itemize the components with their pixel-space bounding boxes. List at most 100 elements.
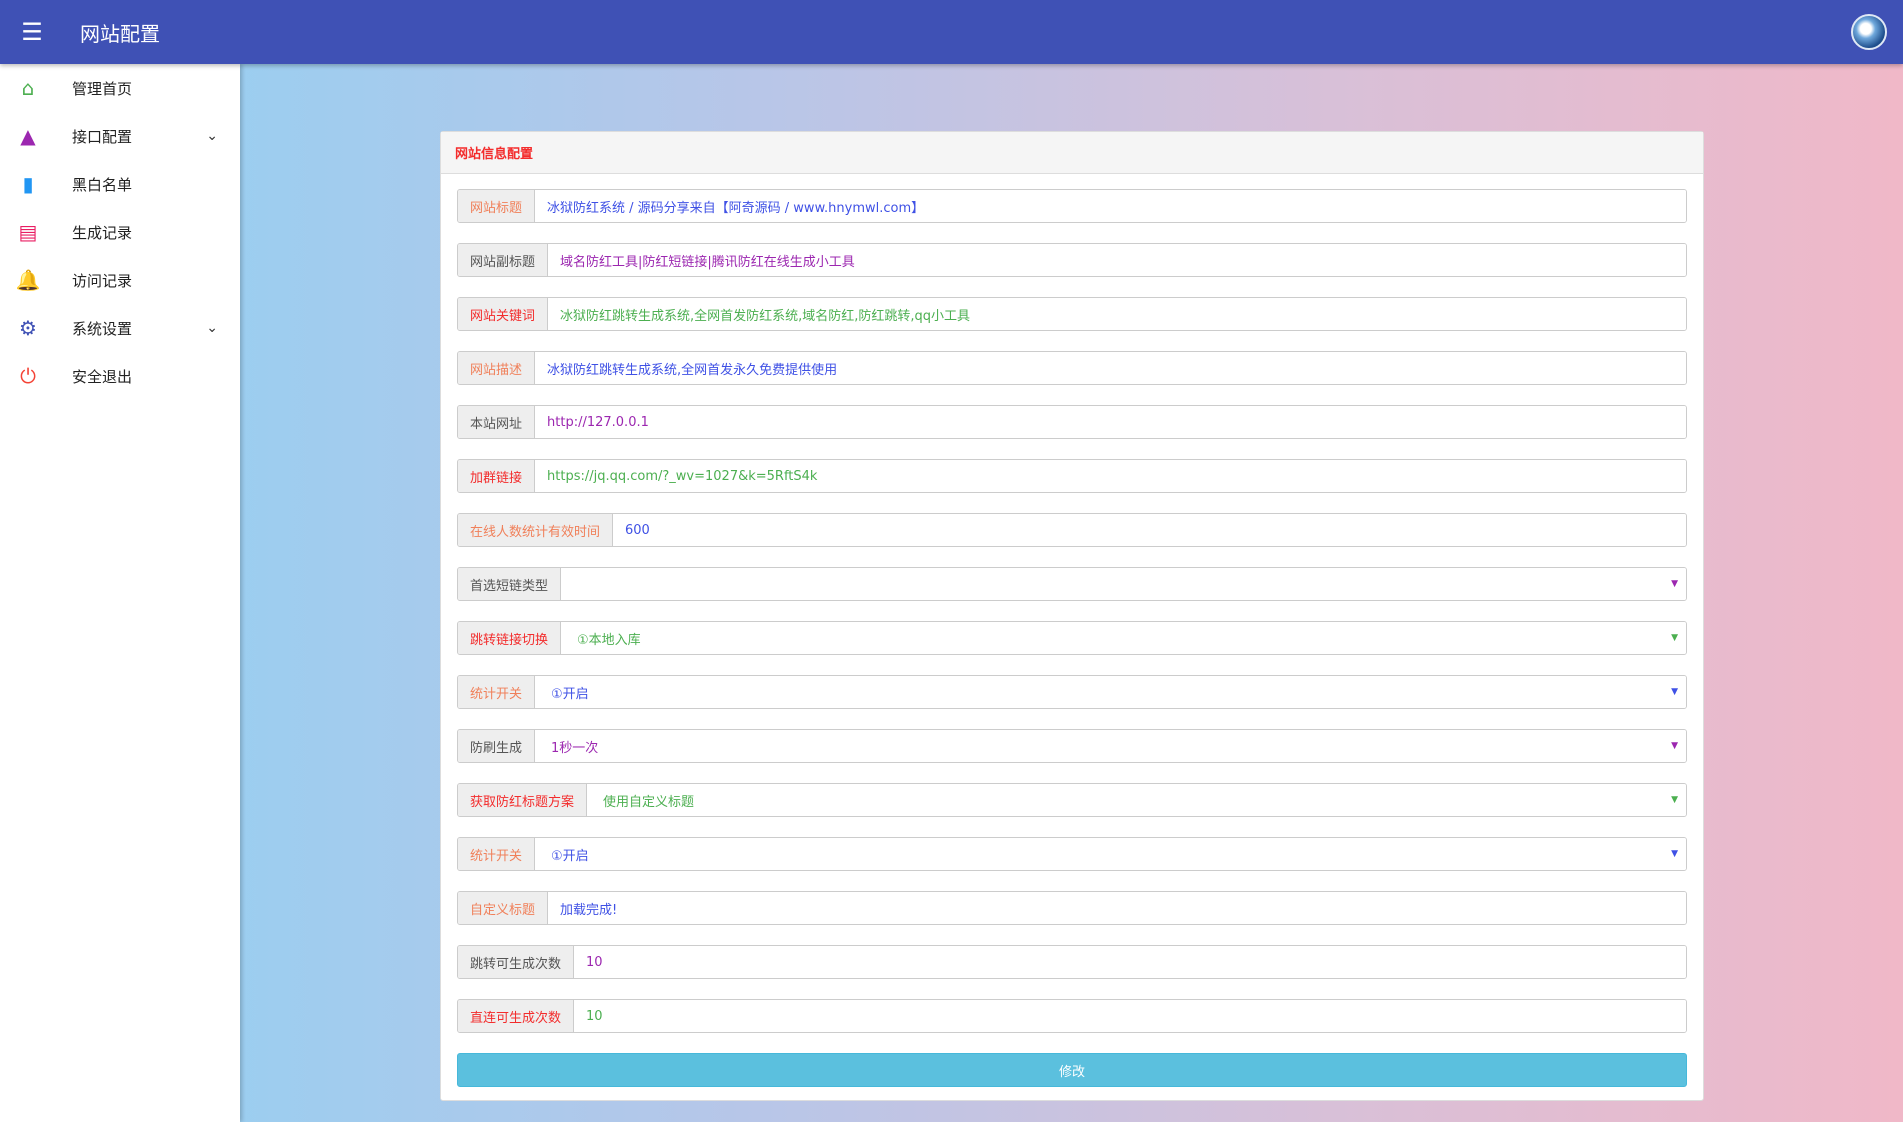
sidebar: ⌂ 管理首页 ▲ 接口配置 ⌄ ▮ 黑白名单 ▤ 生成记录 🔔 访问记录 ⚙ 系统设置 ⌄ ⏻ 安全退出 bbox=[0, 64, 240, 1122]
field-value: 600 bbox=[625, 522, 650, 538]
menu-icon[interactable]: ☰ bbox=[21, 18, 43, 46]
field-label: 在线人数统计有效时间 bbox=[458, 514, 614, 546]
sidebar-item-6[interactable]: ⏻ 安全退出 bbox=[0, 352, 240, 400]
field-row: 网站标题 冰狱防红系统 / 源码分享来自【阿奇源码 / www.hnymwl.co… bbox=[457, 189, 1687, 223]
caret-down-icon: ▼ bbox=[1671, 795, 1678, 805]
caret-down-icon: ▼ bbox=[1671, 579, 1678, 589]
page-title: 网站配置 bbox=[80, 21, 160, 46]
field-value: 1秒一次 bbox=[551, 740, 599, 756]
field-input[interactable]: http://127.0.0.1 bbox=[535, 406, 1686, 438]
app-header: ☰ 网站配置 bbox=[0, 0, 1903, 64]
field-label: 直连可生成次数 bbox=[458, 1000, 575, 1032]
field-label: 网站副标题 bbox=[458, 244, 549, 276]
field-select[interactable]: ①本地入库 ▼ bbox=[561, 622, 1686, 654]
caret-down-icon: ▼ bbox=[1671, 849, 1678, 859]
field-value: 使用自定义标题 bbox=[603, 794, 695, 810]
field-select[interactable]: ▼ bbox=[561, 568, 1686, 600]
field-row: 跳转可生成次数 10 bbox=[457, 945, 1687, 979]
field-label: 防刷生成 bbox=[458, 730, 536, 762]
web-icon: ▤ bbox=[18, 220, 38, 244]
field-label: 获取防红标题方案 bbox=[458, 784, 588, 816]
field-select[interactable]: 使用自定义标题 ▼ bbox=[587, 784, 1686, 816]
sidebar-item-2[interactable]: ▮ 黑白名单 bbox=[0, 160, 240, 208]
sidebar-item-5[interactable]: ⚙ 系统设置 ⌄ bbox=[0, 304, 240, 352]
gear-icon: ⚙ bbox=[19, 316, 37, 340]
field-row: 统计开关 ①开启 ▼ bbox=[457, 675, 1687, 709]
field-input[interactable]: 域名防红工具|防红短链接|腾讯防红在线生成小工具 bbox=[548, 244, 1686, 276]
field-row: 防刷生成 1秒一次 ▼ bbox=[457, 729, 1687, 763]
sidebar-item-label: 接口配置 bbox=[72, 127, 133, 146]
field-row: 自定义标题 加载完成! bbox=[457, 891, 1687, 925]
field-row: 加群链接 https://jq.qq.com/?_wv=1027&k=5RftS4… bbox=[457, 459, 1687, 493]
field-value: http://127.0.0.1 bbox=[547, 414, 649, 430]
field-label: 跳转链接切换 bbox=[458, 622, 562, 654]
card-title: 网站信息配置 bbox=[441, 132, 1703, 174]
field-value: ①本地入库 bbox=[577, 632, 641, 648]
field-row: 在线人数统计有效时间 600 bbox=[457, 513, 1687, 547]
chevron-down-icon[interactable]: ⌄ bbox=[206, 320, 218, 336]
field-value: 域名防红工具|防红短链接|腾讯防红在线生成小工具 bbox=[560, 254, 855, 270]
field-value: 加载完成! bbox=[560, 902, 618, 918]
field-value: 冰狱防红跳转生成系统,全网首发防红系统,域名防红,防红跳转,qq小工具 bbox=[560, 308, 971, 324]
field-input[interactable]: 冰狱防红跳转生成系统,全网首发防红系统,域名防红,防红跳转,qq小工具 bbox=[548, 298, 1686, 330]
field-value: 10 bbox=[586, 1008, 603, 1024]
field-row: 网站副标题 域名防红工具|防红短链接|腾讯防红在线生成小工具 bbox=[457, 243, 1687, 277]
field-select[interactable]: 1秒一次 ▼ bbox=[535, 730, 1686, 762]
sidebar-item-0[interactable]: ⌂ 管理首页 bbox=[0, 64, 240, 112]
field-value: ①开启 bbox=[551, 848, 589, 864]
field-value: 冰狱防红系统 / 源码分享来自【阿奇源码 / www.hnymwl.com】 bbox=[547, 200, 925, 216]
field-select[interactable]: ①开启 ▼ bbox=[535, 676, 1686, 708]
field-label: 统计开关 bbox=[458, 838, 536, 870]
sidebar-item-label: 管理首页 bbox=[72, 79, 133, 98]
field-select[interactable]: ①开启 ▼ bbox=[535, 838, 1686, 870]
sidebar-item-4[interactable]: 🔔 访问记录 bbox=[0, 256, 240, 304]
sidebar-item-3[interactable]: ▤ 生成记录 bbox=[0, 208, 240, 256]
field-label: 网站关键词 bbox=[458, 298, 549, 330]
caret-down-icon: ▼ bbox=[1671, 741, 1678, 751]
field-value: https://jq.qq.com/?_wv=1027&k=5RftS4k bbox=[547, 468, 818, 484]
field-input[interactable]: https://jq.qq.com/?_wv=1027&k=5RftS4k bbox=[535, 460, 1686, 492]
field-input[interactable]: 10 bbox=[574, 946, 1686, 978]
field-value: 冰狱防红跳转生成系统,全网首发永久免费提供使用 bbox=[547, 362, 838, 378]
field-label: 网站标题 bbox=[458, 190, 536, 222]
field-input[interactable]: 10 bbox=[574, 1000, 1686, 1032]
field-row: 网站描述 冰狱防红跳转生成系统,全网首发永久免费提供使用 bbox=[457, 351, 1687, 385]
field-value: ①开启 bbox=[551, 686, 589, 702]
field-label: 网站描述 bbox=[458, 352, 536, 384]
field-label: 自定义标题 bbox=[458, 892, 549, 924]
field-row: 跳转链接切换 ①本地入库 ▼ bbox=[457, 621, 1687, 655]
field-label: 本站网址 bbox=[458, 406, 536, 438]
sidebar-item-label: 生成记录 bbox=[72, 223, 133, 242]
power-icon: ⏻ bbox=[20, 364, 36, 388]
field-value: 10 bbox=[586, 954, 603, 970]
sidebar-item-label: 系统设置 bbox=[72, 319, 133, 338]
sidebar-item-label: 安全退出 bbox=[72, 367, 133, 386]
caret-down-icon: ▼ bbox=[1671, 633, 1678, 643]
field-label: 加群链接 bbox=[458, 460, 536, 492]
field-row: 本站网址 http://127.0.0.1 bbox=[457, 405, 1687, 439]
field-row: 网站关键词 冰狱防红跳转生成系统,全网首发防红系统,域名防红,防红跳转,qq小工具 bbox=[457, 297, 1687, 331]
field-input[interactable]: 冰狱防红跳转生成系统,全网首发永久免费提供使用 bbox=[535, 352, 1686, 384]
submit-button[interactable]: 修改 bbox=[457, 1053, 1687, 1087]
field-row: 获取防红标题方案 使用自定义标题 ▼ bbox=[457, 783, 1687, 817]
field-input[interactable]: 加载完成! bbox=[548, 892, 1686, 924]
caret-down-icon: ▼ bbox=[1671, 687, 1678, 697]
field-label: 统计开关 bbox=[458, 676, 536, 708]
field-label: 首选短链类型 bbox=[458, 568, 562, 600]
sidebar-item-label: 黑白名单 bbox=[72, 175, 133, 194]
field-label: 跳转可生成次数 bbox=[458, 946, 575, 978]
bell-icon: 🔔 bbox=[15, 268, 41, 292]
sidebar-item-1[interactable]: ▲ 接口配置 ⌄ bbox=[0, 112, 240, 160]
navigation-icon: ▲ bbox=[20, 124, 36, 148]
site-info-card: 网站信息配置 网站标题 冰狱防红系统 / 源码分享来自【阿奇源码 / www.hn… bbox=[440, 131, 1704, 1101]
avatar[interactable] bbox=[1851, 14, 1887, 50]
home-icon: ⌂ bbox=[21, 76, 35, 100]
sidebar-item-label: 访问记录 bbox=[72, 271, 133, 290]
field-input[interactable]: 600 bbox=[613, 514, 1686, 546]
book-icon: ▮ bbox=[22, 172, 34, 196]
field-input[interactable]: 冰狱防红系统 / 源码分享来自【阿奇源码 / www.hnymwl.com】 bbox=[535, 190, 1686, 222]
chevron-down-icon[interactable]: ⌄ bbox=[206, 128, 218, 144]
field-row: 统计开关 ①开启 ▼ bbox=[457, 837, 1687, 871]
field-row: 首选短链类型 ▼ bbox=[457, 567, 1687, 601]
field-row: 直连可生成次数 10 bbox=[457, 999, 1687, 1033]
